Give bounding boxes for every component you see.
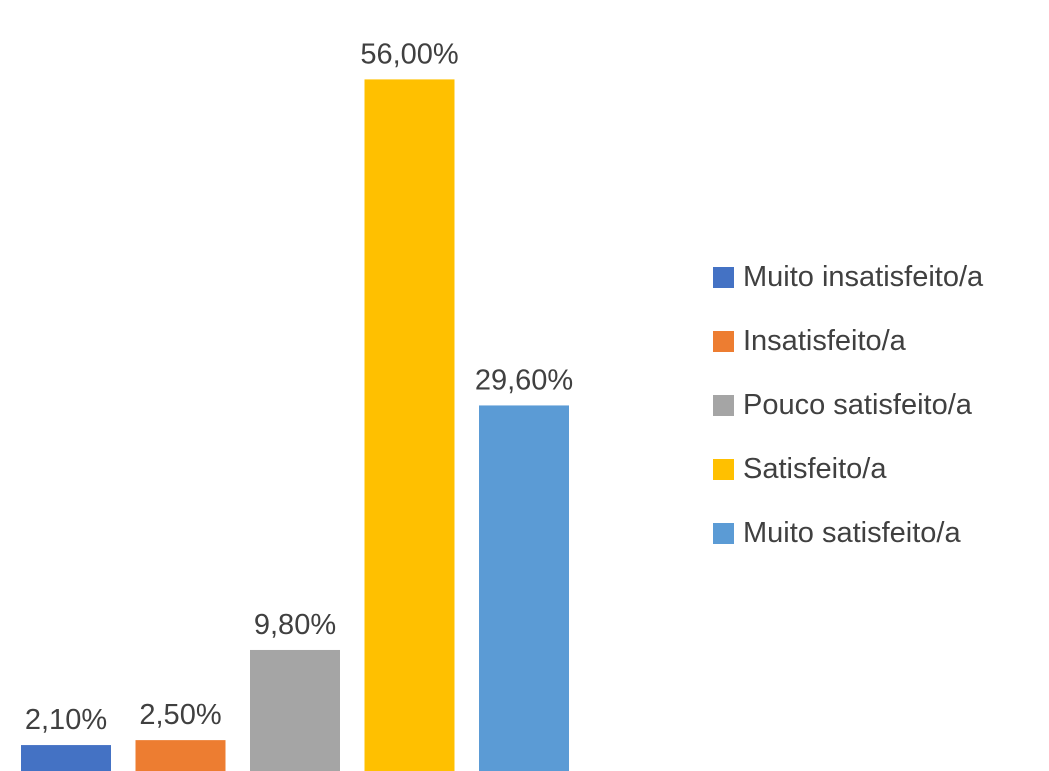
data-label-3: 9,80%	[254, 609, 336, 641]
data-label-1: 2,10%	[25, 704, 107, 736]
bar-3	[250, 649, 340, 771]
data-label-4: 56,00%	[360, 38, 458, 70]
bars-group	[21, 79, 569, 771]
legend-label-3: Pouco satisfeito/a	[743, 388, 972, 421]
legend-swatch-5	[713, 522, 734, 544]
legend-label-2: Insatisfeito/a	[743, 324, 906, 357]
legend-label-5: Muito satisfeito/a	[743, 516, 961, 549]
legend-swatch-2	[713, 330, 734, 352]
bar-4	[364, 79, 455, 771]
legend-swatch-3	[713, 394, 734, 416]
legend-item-1: Muito insatisfeito/a	[713, 245, 983, 309]
data-labels-group: 2,10% 2,50% 9,80% 56,00% 29,60%	[25, 38, 573, 736]
legend-item-5: Muito satisfeito/a	[713, 501, 983, 565]
legend-item-2: Insatisfeito/a	[713, 309, 983, 373]
legend-swatch-4	[713, 458, 734, 480]
legend: Muito insatisfeito/a Insatisfeito/a Pouco …	[713, 245, 983, 565]
legend-label-1: Muito insatisfeito/a	[743, 260, 984, 293]
bar-2	[135, 740, 226, 771]
legend-item-4: Satisfeito/a	[713, 437, 983, 501]
legend-swatch-1	[713, 266, 734, 288]
legend-item-3: Pouco satisfeito/a	[713, 373, 983, 437]
data-label-5: 29,60%	[475, 364, 573, 396]
data-label-2: 2,50%	[139, 699, 221, 731]
bar-1	[21, 745, 111, 771]
bar-5	[479, 405, 569, 771]
legend-label-4: Satisfeito/a	[743, 452, 887, 485]
